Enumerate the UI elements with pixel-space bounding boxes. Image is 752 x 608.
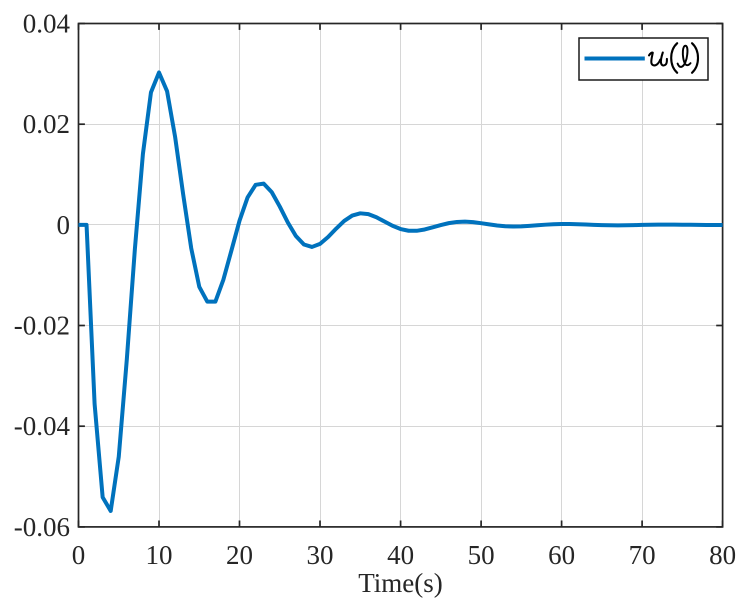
svg-text:60: 60 [548, 540, 575, 570]
svg-text:0.02: 0.02 [23, 109, 70, 139]
svg-text:30: 30 [307, 540, 334, 570]
svg-text:-0.06: -0.06 [14, 512, 70, 542]
svg-text:0: 0 [57, 210, 71, 240]
svg-text:80: 80 [709, 540, 736, 570]
svg-text:40: 40 [387, 540, 414, 570]
svg-text:70: 70 [629, 540, 656, 570]
svg-text:10: 10 [146, 540, 173, 570]
svg-text:0.04: 0.04 [23, 9, 71, 39]
svg-text:Time(s): Time(s) [358, 568, 443, 598]
svg-text:-0.02: -0.02 [14, 311, 70, 341]
svg-text:50: 50 [468, 540, 495, 570]
svg-text:-0.04: -0.04 [14, 411, 71, 441]
svg-text:0: 0 [72, 540, 86, 570]
svg-text:20: 20 [226, 540, 253, 570]
